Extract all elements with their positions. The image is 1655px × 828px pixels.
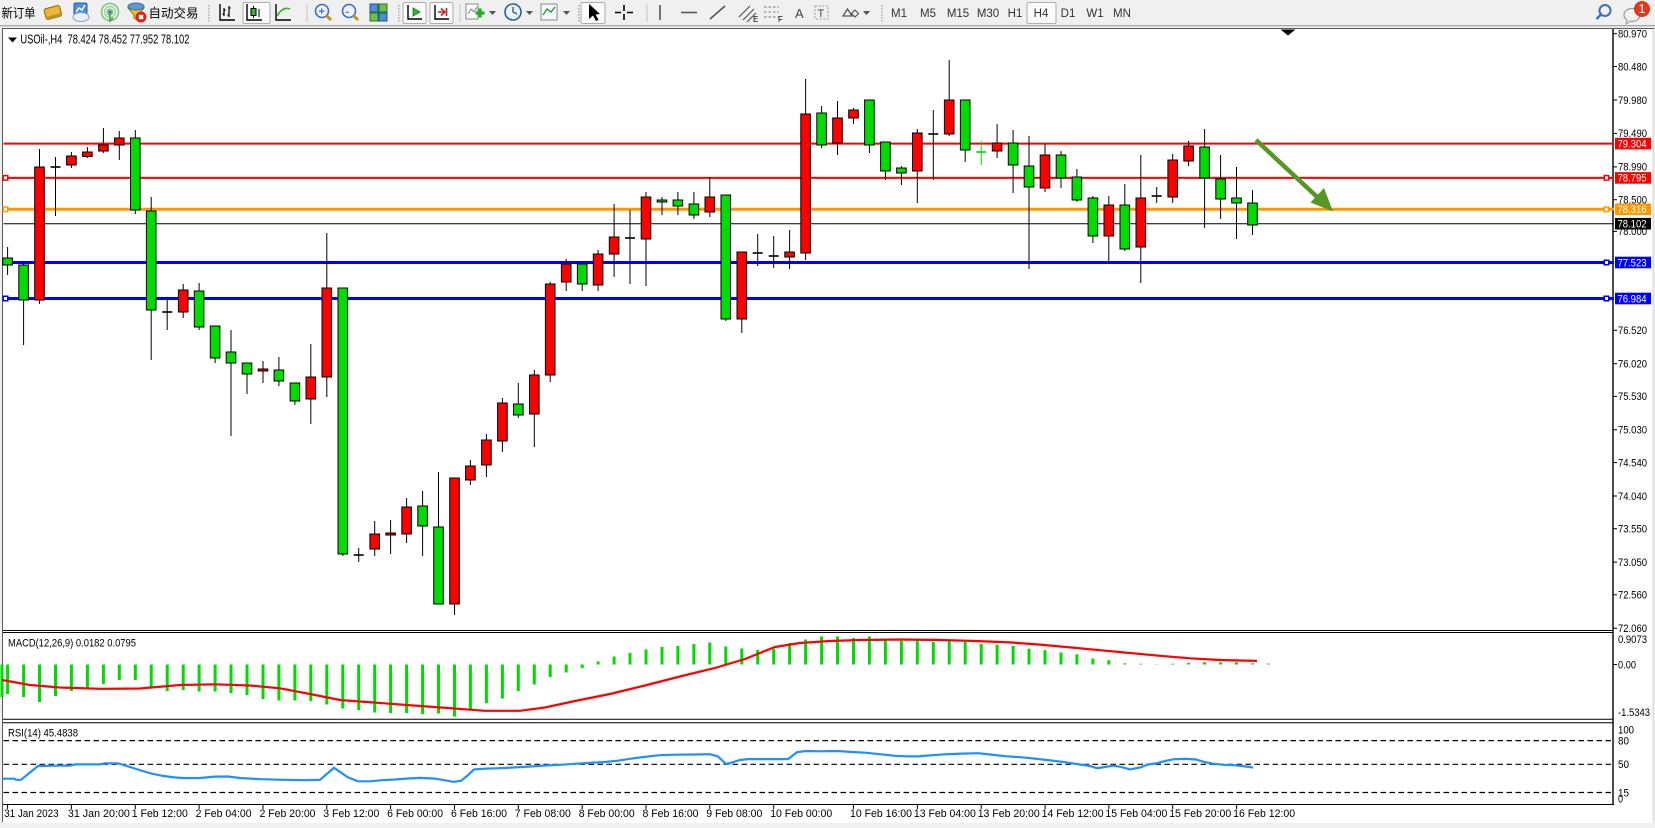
svg-text:73.550: 73.550	[1618, 524, 1647, 536]
svg-text:13 Feb 20:00: 13 Feb 20:00	[978, 808, 1040, 820]
svg-text:2 Feb 04:00: 2 Feb 04:00	[196, 808, 252, 820]
svg-text:77.523: 77.523	[1618, 257, 1647, 269]
svg-text:80.970: 80.970	[1618, 29, 1647, 41]
svg-text:-: -	[346, 6, 350, 18]
svg-text:+: +	[319, 6, 325, 18]
svg-text:78.795: 78.795	[1618, 173, 1647, 185]
svg-text:15: 15	[1618, 787, 1629, 799]
svg-text:M1: M1	[891, 8, 907, 20]
svg-text:9 Feb 08:00: 9 Feb 08:00	[706, 808, 762, 820]
svg-text:50: 50	[1618, 759, 1629, 771]
svg-text:M5: M5	[920, 8, 936, 20]
svg-text:M30: M30	[977, 8, 999, 20]
svg-text:E: E	[753, 15, 758, 24]
svg-text:10 Feb 00:00: 10 Feb 00:00	[770, 808, 832, 820]
svg-text:79.980: 79.980	[1618, 95, 1647, 107]
svg-text:0.00: 0.00	[1618, 659, 1636, 671]
svg-text:75.530: 75.530	[1618, 391, 1647, 403]
svg-text:80: 80	[1618, 736, 1629, 748]
svg-text:100: 100	[1618, 724, 1634, 736]
svg-text:6 Feb 00:00: 6 Feb 00:00	[387, 808, 443, 820]
svg-text:75.030: 75.030	[1618, 425, 1647, 437]
svg-text:79.304: 79.304	[1618, 138, 1647, 150]
svg-text:72.060: 72.060	[1618, 623, 1647, 635]
svg-text:76.020: 76.020	[1618, 359, 1647, 371]
svg-text:T: T	[818, 8, 825, 20]
svg-text:8 Feb 00:00: 8 Feb 00:00	[579, 808, 635, 820]
svg-text:8 Feb 16:00: 8 Feb 16:00	[643, 808, 699, 820]
svg-text:自动交易: 自动交易	[149, 6, 199, 21]
svg-text:15 Feb 04:00: 15 Feb 04:00	[1105, 808, 1167, 820]
svg-text:72.560: 72.560	[1618, 590, 1647, 602]
svg-text:-1.5343: -1.5343	[1618, 707, 1650, 719]
svg-text:16 Feb 12:00: 16 Feb 12:00	[1233, 808, 1295, 820]
svg-text:1: 1	[1639, 2, 1646, 16]
svg-text:0.9073: 0.9073	[1618, 634, 1647, 646]
svg-text:D1: D1	[1061, 8, 1076, 20]
svg-text:76.520: 76.520	[1618, 325, 1647, 337]
svg-text:7 Feb 08:00: 7 Feb 08:00	[515, 808, 571, 820]
svg-text:73.050: 73.050	[1618, 557, 1647, 569]
svg-text:3 Feb 12:00: 3 Feb 12:00	[323, 808, 379, 820]
svg-text:14 Feb 12:00: 14 Feb 12:00	[1042, 808, 1104, 820]
svg-text:74.040: 74.040	[1618, 491, 1647, 503]
svg-text:31 Jan 20:00: 31 Jan 20:00	[68, 808, 130, 820]
svg-text:76.984: 76.984	[1618, 293, 1647, 305]
svg-text:78.102: 78.102	[1618, 219, 1647, 231]
svg-text:A: A	[795, 6, 804, 21]
svg-text:80.480: 80.480	[1618, 61, 1647, 73]
svg-text:H1: H1	[1008, 8, 1023, 20]
svg-text:W1: W1	[1086, 8, 1103, 20]
svg-text:MN: MN	[1113, 8, 1131, 20]
svg-text:79.490: 79.490	[1618, 128, 1647, 140]
svg-text:F: F	[778, 15, 783, 24]
svg-text:13 Feb 04:00: 13 Feb 04:00	[914, 808, 976, 820]
svg-text:74.540: 74.540	[1618, 457, 1647, 469]
svg-text:USOil-,H4 78.424 78.452 77.95: USOil-,H4 78.424 78.452 77.952 78.102	[20, 33, 189, 47]
svg-text:6 Feb 16:00: 6 Feb 16:00	[451, 808, 507, 820]
svg-text:78.316: 78.316	[1618, 204, 1647, 216]
svg-text:M15: M15	[947, 8, 969, 20]
svg-text:H4: H4	[1034, 8, 1049, 20]
svg-text:78.990: 78.990	[1618, 162, 1647, 174]
svg-text:RSI(14) 45.4838: RSI(14) 45.4838	[8, 728, 78, 740]
svg-text:MACD(12,26,9) 0.0182 0.0795: MACD(12,26,9) 0.0182 0.0795	[8, 638, 136, 650]
svg-text:1 Feb 12:00: 1 Feb 12:00	[132, 808, 188, 820]
svg-text:0: 0	[1618, 793, 1623, 805]
svg-text:31 Jan 2023: 31 Jan 2023	[4, 808, 59, 820]
svg-text:2 Feb 20:00: 2 Feb 20:00	[260, 808, 316, 820]
svg-text:新订单: 新订单	[2, 6, 36, 21]
svg-text:15 Feb 20:00: 15 Feb 20:00	[1169, 808, 1231, 820]
svg-text:10 Feb 16:00: 10 Feb 16:00	[850, 808, 912, 820]
